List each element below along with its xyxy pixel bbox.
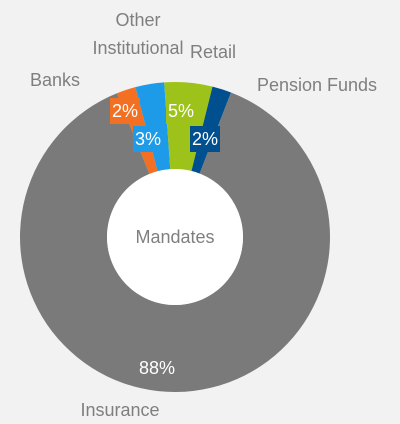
category-label: Retail [189,42,237,62]
value-label: 2% [109,98,141,124]
donut-segment [19,92,330,393]
category-label: Pension Funds [256,75,378,95]
value-label: 88% [138,358,176,378]
value-label: 3% [132,126,164,152]
category-label: Other Institutional [92,10,184,58]
value-label: 5% [165,98,197,124]
category-label: Insurance [80,400,160,420]
donut-hole [107,169,243,305]
category-label: Banks [29,70,81,90]
value-label: 2% [189,126,221,152]
center-label: Mandates [135,227,215,247]
